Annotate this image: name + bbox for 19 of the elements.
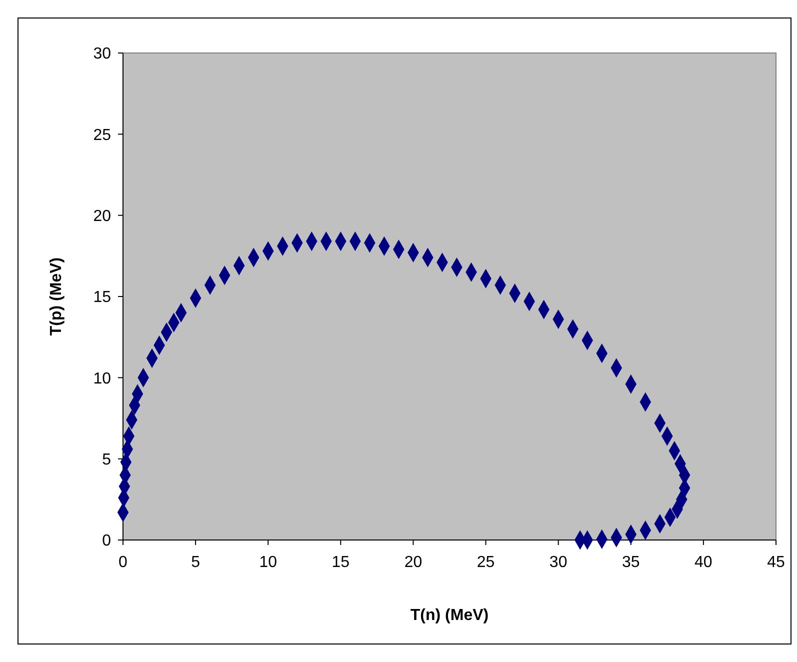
y-axis-title: T(p) (MeV) [48,257,65,336]
y-tick-label: 25 [93,126,112,144]
x-tick-label: 30 [549,554,568,571]
x-tick-label: 10 [259,554,278,571]
x-tick-label: 15 [332,554,350,571]
x-tick-label: 5 [191,554,200,571]
x-tick-label: 40 [694,554,712,571]
y-tick-label: 30 [93,46,112,63]
x-tick-label: 0 [118,554,128,571]
x-axis-title: T(n) (MeV) [410,607,489,624]
x-tick-label: 20 [404,554,422,571]
x-tick-label: 45 [767,554,785,571]
y-tick-label: 20 [93,208,112,225]
y-tick-label: 15 [93,289,112,306]
y-tick-label: 5 [102,451,112,468]
x-tick-label: 25 [476,554,495,571]
y-tick-label: 0 [102,532,112,550]
y-tick-label: 10 [93,370,112,388]
x-tick-label: 35 [622,554,640,571]
